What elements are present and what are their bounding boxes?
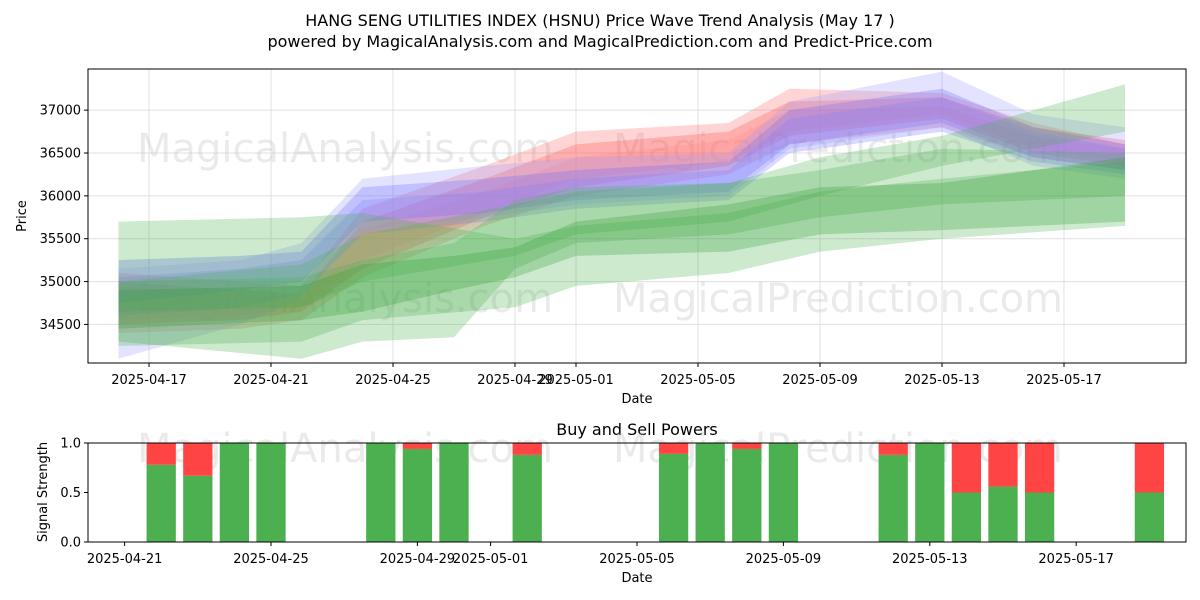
price-band	[118, 161, 1125, 346]
price-chart-y-label: Price	[15, 200, 30, 232]
price-chart-y-ticks: 34500 35000 35500 36000 36500 37000	[40, 104, 88, 333]
price-chart-x-ticks: 2025-04-17 2025-04-21 2025-04-25 2025-04-29…	[111, 363, 1102, 388]
buy-bar	[988, 486, 1018, 542]
sell-bar	[402, 443, 433, 449]
sell-bar	[988, 443, 1018, 487]
buy-bar	[439, 443, 469, 542]
buy-bar	[366, 443, 396, 542]
signal-chart: Buy and Sell Powers MagicalAnalysis.com M…	[36, 420, 1187, 586]
sell-bar	[658, 443, 689, 454]
sell-bar	[878, 443, 908, 455]
buy-bar	[1024, 492, 1055, 542]
signal-bars	[146, 443, 1165, 542]
sell-bar	[951, 443, 982, 493]
price-chart: MagicalAnalysis.com MagicalPrediction.com…	[15, 68, 1187, 407]
price-band	[118, 71, 1125, 359]
buy-bar	[951, 492, 982, 542]
buy-bar	[695, 443, 725, 542]
y-tick-label: 1.0	[60, 437, 81, 452]
y-tick-label: 36500	[40, 147, 81, 162]
price-band	[118, 97, 1125, 316]
price-band	[118, 157, 1125, 329]
sell-bar	[512, 443, 542, 455]
price-bands	[118, 71, 1125, 359]
buy-bar	[658, 453, 689, 542]
x-tick-label: 2025-05-05	[660, 373, 736, 388]
buy-bar	[768, 443, 799, 542]
price-band	[118, 88, 1125, 333]
price-chart-grid	[88, 69, 1186, 363]
watermark-text: MagicalPrediction.com	[613, 276, 1063, 322]
price-chart-frame	[87, 68, 1187, 364]
x-tick-label: 2025-05-17	[1038, 552, 1114, 567]
x-tick-label: 2025-04-21	[87, 552, 163, 567]
y-tick-label: 34500	[40, 318, 81, 333]
x-tick-label: 2025-05-13	[892, 552, 968, 567]
chart-subtitle: powered by MagicalAnalysis.com and Magic…	[267, 32, 932, 51]
buy-bar	[915, 443, 945, 542]
buy-bar	[183, 475, 213, 542]
x-tick-label: 2025-04-21	[233, 373, 309, 388]
buy-bar	[219, 443, 250, 542]
x-tick-label: 2025-05-09	[746, 552, 822, 567]
x-tick-label: 2025-04-25	[233, 552, 309, 567]
x-tick-label: 2025-05-09	[782, 373, 858, 388]
signal-chart-title: Buy and Sell Powers	[556, 420, 718, 439]
x-tick-label: 2025-05-01	[453, 552, 529, 567]
x-tick-label: 2025-04-29	[380, 552, 456, 567]
y-tick-label: 37000	[40, 104, 81, 119]
buy-bar	[512, 454, 542, 542]
x-tick-label: 2025-04-17	[111, 373, 187, 388]
price-band	[118, 148, 1125, 359]
watermark-text: MagicalPrediction.com	[613, 126, 1063, 172]
signal-chart-x-ticks: 2025-04-21 2025-04-25 2025-04-292025-05-01…	[87, 542, 1114, 567]
signal-chart-x-label: Date	[621, 571, 652, 586]
y-tick-label: 0.0	[60, 536, 81, 551]
sell-bar	[732, 443, 762, 449]
x-tick-label: 2025-05-01	[538, 373, 614, 388]
y-tick-label: 36000	[40, 189, 81, 204]
chart-title: HANG SENG UTILITIES INDEX (HSNU) Price W…	[305, 11, 895, 30]
x-tick-label: 2025-05-17	[1026, 373, 1102, 388]
price-band	[118, 84, 1125, 312]
signal-chart-y-label: Signal Strength	[36, 442, 51, 542]
x-tick-label: 2025-04-25	[355, 373, 431, 388]
sell-bar	[1134, 443, 1165, 493]
price-band	[118, 88, 1125, 303]
price-band	[118, 105, 1125, 321]
watermark-text: MagicalAnalysis.com	[137, 126, 553, 172]
buy-bar	[256, 443, 286, 542]
buy-bar	[1134, 492, 1165, 542]
sell-bar	[183, 443, 213, 476]
buy-bar	[732, 448, 762, 542]
y-tick-label: 35500	[40, 232, 81, 247]
price-chart-x-label: Date	[621, 392, 652, 407]
sell-bar	[146, 443, 176, 465]
price-band	[118, 97, 1125, 325]
x-tick-label: 2025-05-05	[599, 552, 675, 567]
buy-bar	[146, 464, 176, 542]
y-tick-label: 0.5	[60, 486, 81, 501]
y-tick-label: 35000	[40, 275, 81, 290]
x-tick-label: 2025-05-13	[904, 373, 980, 388]
signal-chart-y-ticks: 0.0 0.5 1.0	[60, 437, 88, 551]
watermark-text: MagicalAnalysis.com	[137, 276, 553, 322]
sell-bar	[1024, 443, 1055, 493]
price-chart-watermarks: MagicalAnalysis.com MagicalPrediction.com…	[137, 126, 1063, 322]
buy-bar	[402, 448, 433, 542]
x-tick-label: 2025-04-29	[477, 373, 553, 388]
buy-bar	[878, 454, 908, 542]
